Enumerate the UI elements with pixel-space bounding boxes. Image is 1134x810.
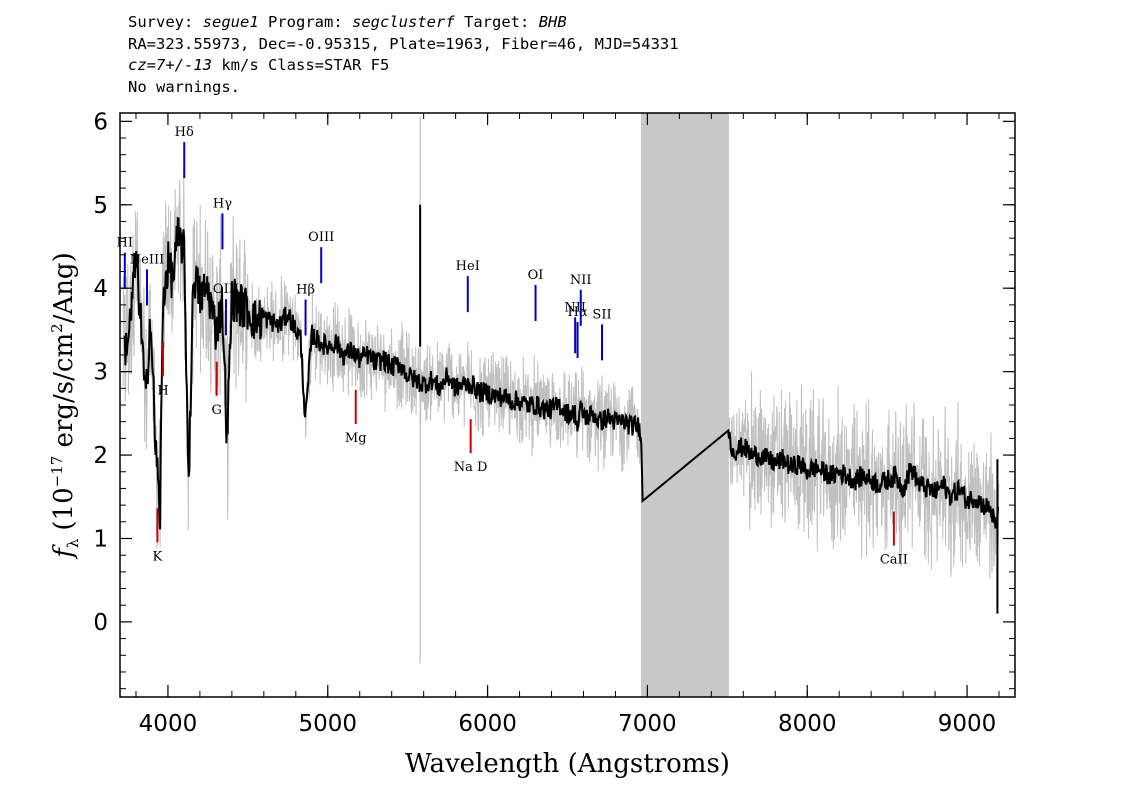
target-value: BHB [538,13,567,31]
line-label-15: Na D [454,460,488,475]
y-label-exp: −17 [48,456,66,488]
header-redshift-row: cz=7+/-13 km/s Class=STAR F5 [128,55,679,77]
line-label-1: NeIII [130,252,164,267]
y-label-close: /Ang) [49,252,79,323]
line-label-18: CaII [880,553,908,568]
y-tick-label-4: 4 [93,276,108,302]
y-label-exp2: 2 [48,323,66,333]
line-label-16: K [153,549,163,564]
line-label-6: OIII [308,230,334,245]
y-tick-label-2: 2 [93,443,108,469]
spectrum-header: Survey: segue1 Program: segclusterf Targ… [128,12,679,98]
smoothed-series [123,216,1000,530]
x-tick-label-4: 8000 [778,711,837,737]
line-label-17: H [157,383,168,398]
y-tick-label-1: 1 [93,526,108,552]
line-label-12: SII [592,307,611,322]
smoothed-spectrum-layer [123,204,1000,614]
warnings-text: No warnings. [128,77,240,96]
flux-series [122,171,1000,580]
program-label: Program: [268,13,343,31]
x-tick-label-2: 6000 [458,711,517,737]
survey-label: Survey: [128,13,194,31]
y-label-sub: λ [64,538,82,548]
line-label-7: HeI [456,259,480,274]
y-axis-label: fλ(10−17 erg/s/cm2/Ang) [48,252,82,559]
masked-region-layer [641,113,729,697]
line-label-4: OIII [213,282,239,297]
line-label-8: OI [528,268,544,283]
y-tick-label-0: 0 [93,610,108,636]
y-label-mid: erg/s/cm [49,333,79,456]
header-coords-row: RA=323.55973, Dec=-0.95315, Plate=1963, … [128,34,679,53]
line-label-11: NII [570,273,592,288]
flux-noise-layer [122,117,1000,664]
survey-value: segue1 [202,13,259,31]
line-label-3: Hγ [213,196,232,211]
x-tick-label-0: 4000 [139,711,198,737]
line-label-10: Hα [568,305,588,320]
class-value: Class=STAR F5 [268,56,390,74]
redshift-value: cz=7+/-13 [128,56,212,74]
line-label-14: Mg [345,431,367,446]
program-value: segclusterf [352,13,455,31]
y-tick-label-3: 3 [93,360,108,386]
x-tick-label-5: 9000 [938,711,997,737]
axes-layer: 4000 5000 6000 7000 8000 9000 0 1 2 3 4 5 6 [93,109,1015,737]
line-label-2: Hδ [175,125,194,140]
line-label-5: Hβ [296,282,315,297]
y-label-open: (10 [49,487,79,530]
redshift-unit: km/s [221,56,259,74]
x-axis-label: Wavelength (Angstroms) [405,749,730,779]
y-tick-label-6: 6 [93,109,108,135]
x-tick-label-1: 5000 [298,711,357,737]
header-survey-row: Survey: segue1 Program: segclusterf Targ… [128,12,679,34]
x-tick-label-3: 7000 [618,711,677,737]
masked-region [641,113,729,697]
line-label-13: G [211,403,221,418]
y-tick-label-5: 5 [93,193,108,219]
target-label: Target: [464,13,530,31]
